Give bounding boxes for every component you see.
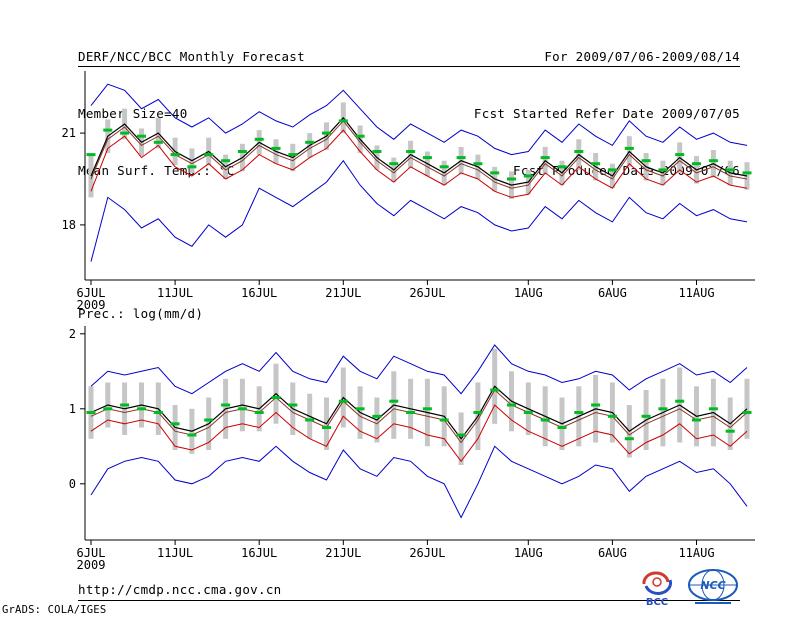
x-tick-label: 6AUG	[598, 286, 627, 300]
x-tick-label: 6JUL	[77, 286, 106, 300]
y-tick-label: 18	[62, 218, 76, 232]
grads-credit: GrADS: COLA/IGES	[2, 604, 107, 616]
plot-title: DERF/NCC/BCC Monthly Forecast	[78, 49, 305, 64]
series-ensemble-max	[90, 83, 748, 156]
observation-markers	[86, 119, 752, 181]
x-tick-label: 1AUG	[514, 286, 543, 300]
x-tick-label: 11AUG	[678, 286, 714, 300]
x-tick-label: 11JUL	[157, 286, 193, 300]
member-size-label: Member Size=40	[78, 106, 188, 121]
y-tick-label: 21	[62, 126, 76, 140]
bcc-logo-red-swirl	[642, 571, 670, 585]
ncc-logo-icon: NCC	[688, 569, 738, 604]
spread-bars	[88, 102, 750, 199]
x-tick-label: 16JUL	[241, 286, 277, 300]
x-tick-label: 2009	[77, 558, 106, 572]
x-tick-label: 11JUL	[157, 546, 193, 560]
variable-label-precip: Prec.: log(mm/d)	[78, 306, 204, 321]
x-tick-label: 21JUL	[325, 286, 361, 300]
x-tick-label: 6AUG	[598, 546, 627, 560]
observation-markers	[86, 388, 752, 441]
series-ensemble-mean	[90, 385, 748, 440]
y-tick-label: 2	[69, 327, 76, 341]
x-tick-label: 26JUL	[409, 286, 445, 300]
x-tick-label: 2009	[77, 298, 106, 312]
bcc-logo-label: BCC	[646, 597, 668, 608]
x-tick-label: 6JUL	[77, 546, 106, 560]
series-control-run	[90, 404, 748, 463]
series-ensemble-min	[90, 159, 748, 262]
x-tick-label: 21JUL	[325, 546, 361, 560]
x-tick-label: 11AUG	[678, 546, 714, 560]
series-ensemble-min	[90, 445, 748, 519]
x-tick-label: 26JUL	[409, 546, 445, 560]
x-tick-label: 1AUG	[514, 546, 543, 560]
footer-divider	[78, 600, 740, 601]
series-ensemble-max	[90, 344, 748, 395]
x-tick-label: 16JUL	[241, 546, 277, 560]
ncc-logo-label: NCC	[700, 579, 725, 592]
source-url: http://cmdp.ncc.cma.gov.cn	[78, 582, 282, 597]
series-ensemble-median	[90, 120, 748, 189]
bcc-logo-blue-swirl	[644, 579, 672, 595]
y-tick-label: 1	[69, 402, 76, 416]
series-ensemble-mean	[90, 116, 748, 186]
spread-bars	[88, 348, 750, 465]
y-tick-label: 0	[69, 477, 76, 491]
header-divider	[78, 66, 740, 67]
series-ensemble-median	[90, 389, 748, 444]
bcc-logo-center	[652, 577, 662, 587]
forecast-range-label: For 2009/07/06-2009/08/14	[544, 49, 740, 64]
series-control-run	[90, 129, 748, 198]
fcst-refer-date-label: Fcst Started Refer Date 2009/07/05	[473, 106, 740, 121]
bcc-logo-icon: BCC	[642, 571, 672, 608]
